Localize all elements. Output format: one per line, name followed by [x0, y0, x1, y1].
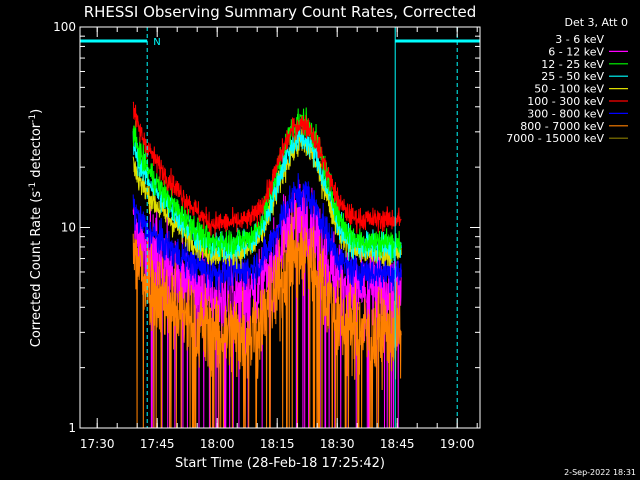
x-tick-label: 18:15 — [260, 437, 295, 451]
legend-entry: 7000 - 15000 keV — [506, 132, 604, 145]
chart-title: RHESSI Observing Summary Count Rates, Co… — [84, 3, 477, 21]
plot-area: N — [79, 27, 480, 429]
x-tick-label: 17:45 — [140, 437, 175, 451]
series-line — [132, 173, 402, 294]
legend-entry: 25 - 50 keV — [541, 70, 604, 83]
legend-entry: 50 - 100 keV — [534, 83, 604, 96]
x-tick-label: 19:00 — [440, 437, 475, 451]
footer-date: 2-Sep-2022 18:31 — [564, 468, 636, 477]
y-tick-label: 10 — [61, 221, 76, 235]
y-tick-label: 1 — [68, 421, 76, 435]
y-axis-label: Corrected Count Rate (s-1 detector-1) — [28, 109, 44, 347]
series-line — [132, 203, 402, 429]
saa-bar-label: N — [153, 37, 160, 48]
x-tick-label: 18:00 — [200, 437, 235, 451]
legend-header: Det 3, Att 0 — [565, 16, 629, 29]
series-line — [132, 123, 402, 263]
legend-entry: 6 - 12 keV — [548, 45, 604, 58]
x-axis-label: Start Time (28-Feb-18 17:25:42) — [175, 456, 385, 471]
x-tick-label: 18:30 — [320, 437, 355, 451]
legend-entry: 3 - 6 keV — [555, 33, 604, 46]
legend-entry: 800 - 7000 keV — [520, 120, 604, 133]
y-tick-label: 100 — [53, 20, 76, 34]
legend-entry: 100 - 300 keV — [527, 95, 604, 108]
legend-entry: 300 - 800 keV — [527, 107, 604, 120]
series-line — [132, 107, 402, 262]
axes: 1 10 100 17:30 17:45 18:00 18:15 18:30 18:45 19:0… — [53, 20, 481, 451]
legend-entry: 12 - 25 keV — [541, 58, 604, 71]
x-tick-label: 17:30 — [80, 437, 115, 451]
series-line — [132, 101, 402, 237]
x-tick-label: 18:45 — [380, 437, 415, 451]
